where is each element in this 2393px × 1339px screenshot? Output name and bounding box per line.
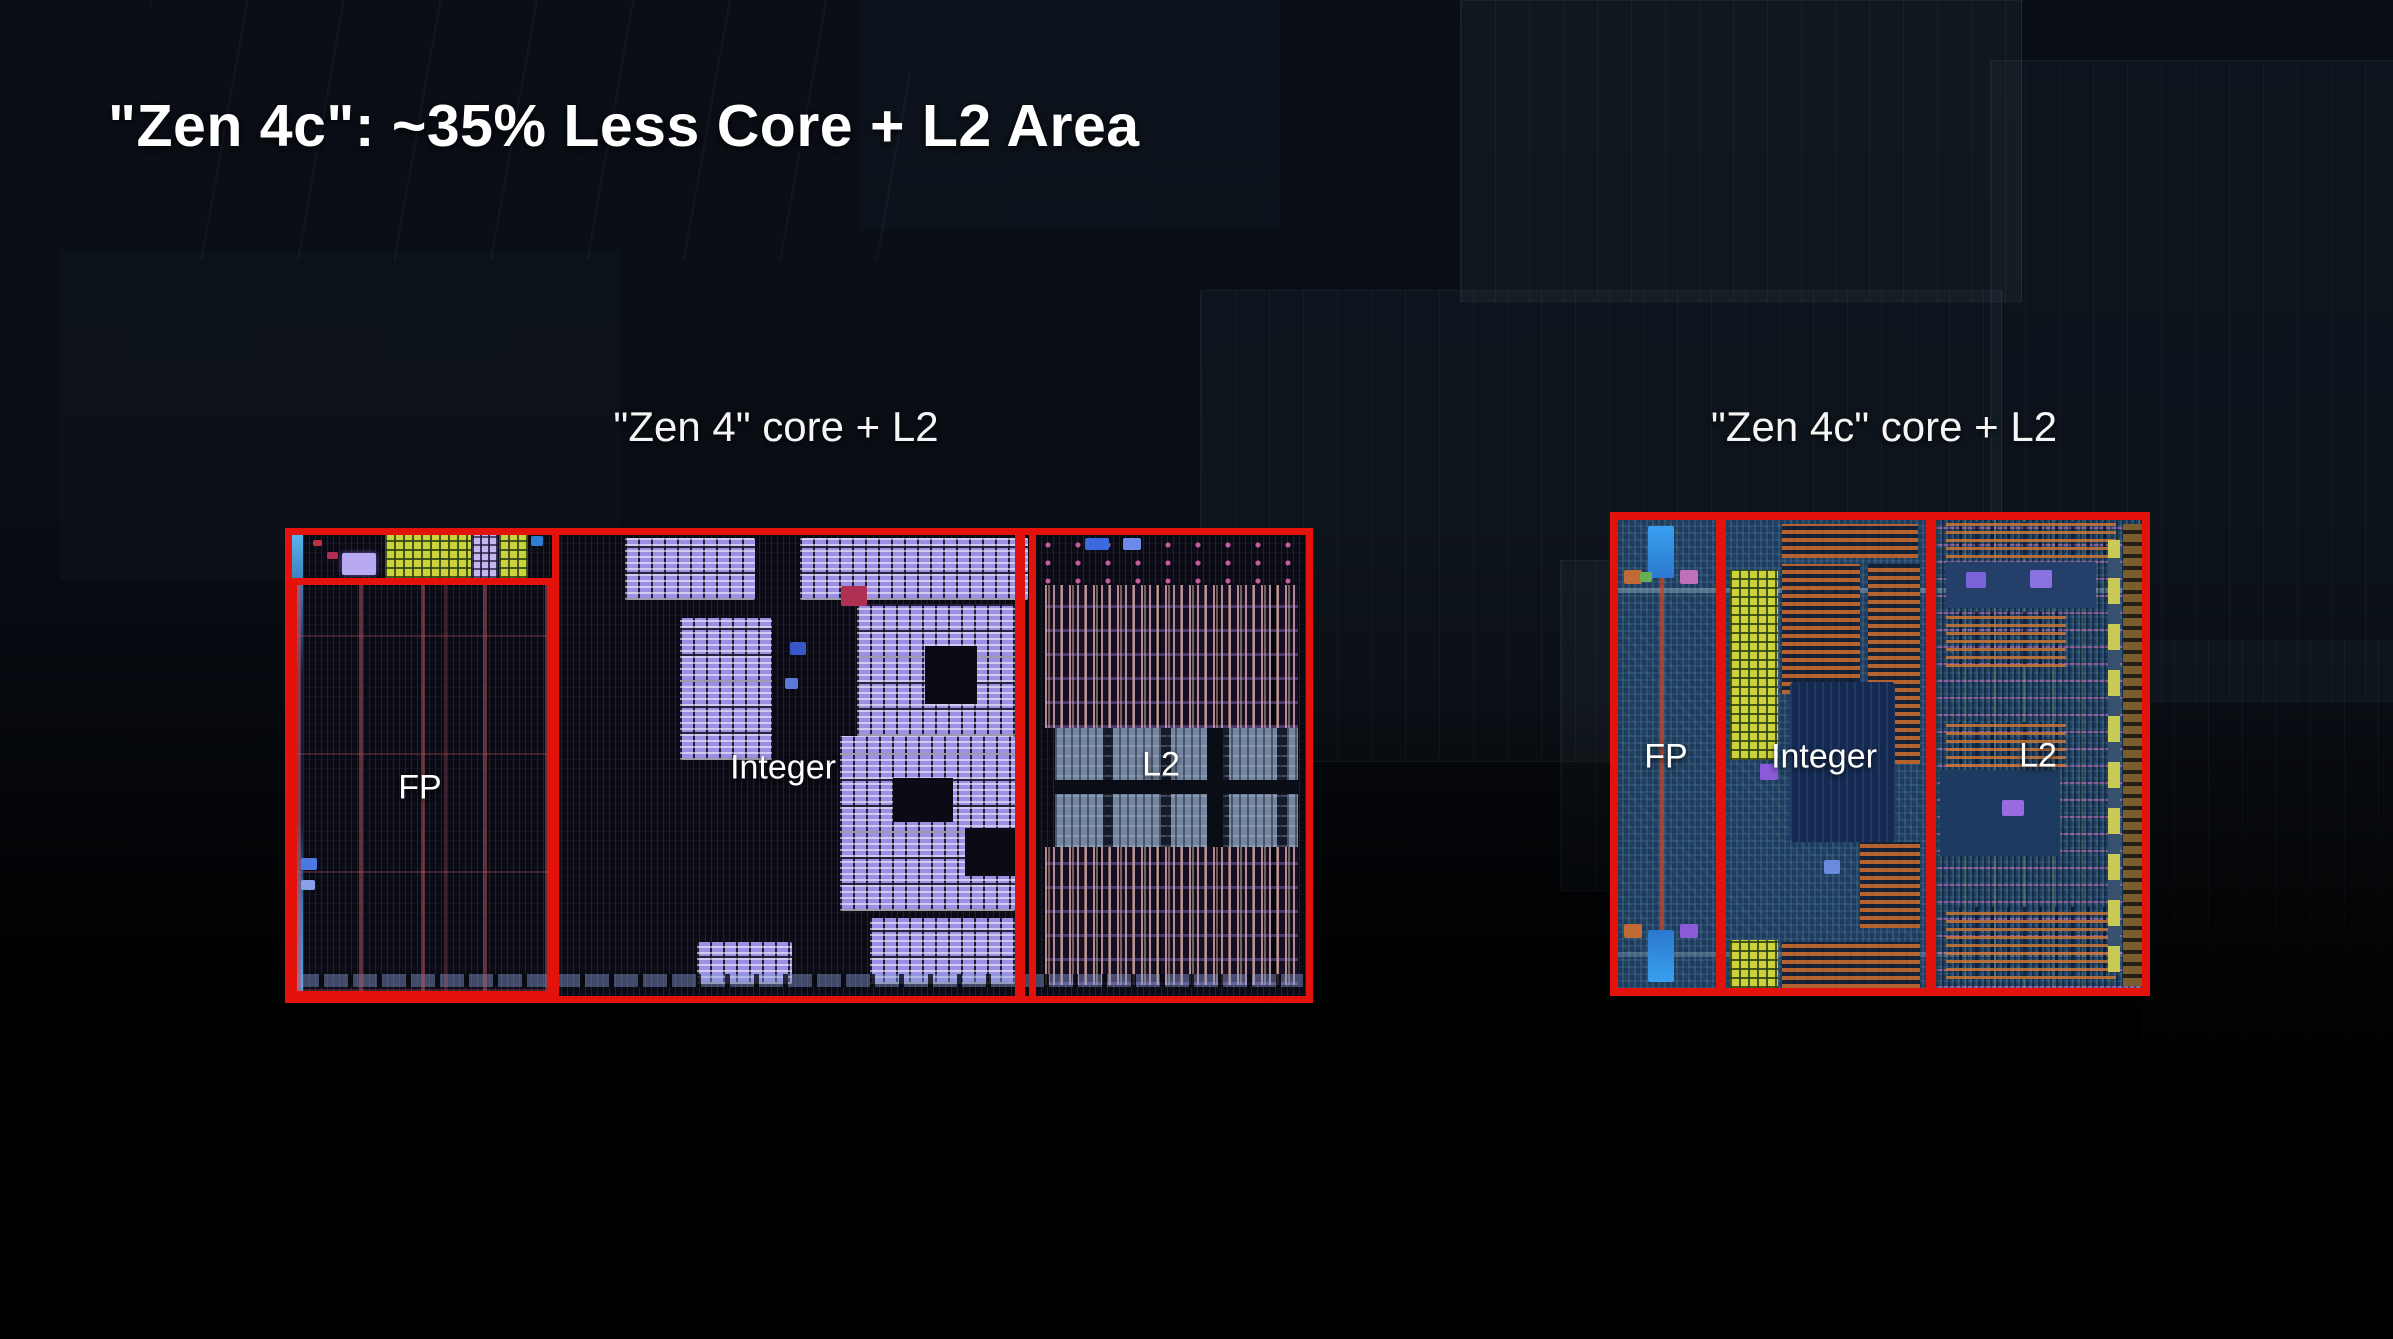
left-die-caption: "Zen 4" core + L2 <box>613 403 939 450</box>
zen4c-l2-orange-band <box>1946 722 2066 767</box>
zen4c-integer-label: Integer <box>1771 737 1877 776</box>
zen4-sram-cluster <box>625 538 755 600</box>
zen4-l2-array-lower <box>1045 847 1298 985</box>
zen4-integer-label: Integer <box>730 748 836 787</box>
zen4c-l2-divider <box>1926 512 1936 996</box>
zen4-sram-cutout <box>893 778 953 822</box>
zen4c-fp-chip <box>1624 924 1642 938</box>
zen4-fp-blue-chip <box>301 858 317 870</box>
zen4c-integer-navy-block <box>1790 682 1895 842</box>
zen4-top-lavender-block <box>342 553 376 575</box>
zen4-integer-blue-chip <box>785 678 798 689</box>
bg-panel <box>1460 0 2022 302</box>
zen4c-l2-brown-column <box>2123 524 2142 986</box>
zen4c-fp-center-line <box>1660 572 1664 936</box>
zen4-top-yellow-array <box>499 534 528 578</box>
zen4-l2-blue-chip <box>1123 538 1141 550</box>
zen4c-orange-array <box>1782 524 1918 558</box>
zen4c-l2-orange-band <box>1946 522 2116 558</box>
zen4-l2-blue-chip <box>1085 538 1109 550</box>
zen4-sram-cluster <box>840 736 1015 911</box>
zen4-top-lavender-array <box>472 534 498 578</box>
zen4c-yellow-strip <box>1730 940 1778 988</box>
zen4-die-image: FP Integer L2 <box>285 528 1313 1003</box>
zen4-sram-cutout <box>965 828 1015 876</box>
zen4c-l2-dark-band <box>1940 770 2060 856</box>
right-die-caption: "Zen 4c" core + L2 <box>1710 403 2058 450</box>
zen4-top-yellow-array <box>385 534 471 578</box>
zen4-l2-divider <box>1015 528 1025 1003</box>
zen4c-fp-label: FP <box>1644 737 1688 776</box>
zen4c-fp-blue-block-bottom <box>1648 930 1674 982</box>
zen4c-integer-chip <box>1760 764 1778 780</box>
zen4-l2-top-dots <box>1033 536 1301 584</box>
zen4c-yellow-strip <box>1730 570 1778 760</box>
zen4-sram-cluster <box>680 618 772 760</box>
zen4-fp-blue-chip <box>301 880 315 890</box>
zen4-top-blue-chip <box>531 536 543 546</box>
zen4-top-red-chip <box>327 552 338 559</box>
zen4c-die-image: FP Integer L2 <box>1610 512 2150 996</box>
zen4-integer-blue-chip <box>790 642 806 655</box>
zen4c-orange-array <box>1782 564 1860 694</box>
zen4-blue-edge <box>290 534 303 997</box>
zen4c-fp-chip <box>1640 572 1652 582</box>
zen4-l2-array-upper <box>1045 585 1298 728</box>
zen4c-fp-chip <box>1680 924 1698 938</box>
zen4-sram-cluster <box>800 538 1028 600</box>
zen4c-l2-chip <box>2030 570 2052 588</box>
zen4c-l2-chip <box>2002 800 2024 816</box>
zen4-top-red-chip <box>313 540 322 546</box>
zen4c-orange-array <box>1782 942 1920 988</box>
zen4c-fp-chip <box>1680 570 1698 584</box>
bg-panel <box>2140 640 2393 1060</box>
zen4-l2-cross-vertical <box>1207 728 1223 847</box>
zen4c-l2-orange-band <box>1946 907 2116 979</box>
zen4c-l2-label: L2 <box>2019 736 2057 775</box>
zen4c-orange-array <box>1860 842 1920 928</box>
zen4c-l2-yellow-column <box>2108 540 2120 972</box>
zen4c-fp-divider <box>1716 512 1726 996</box>
zen4c-l2-orange-band <box>1946 612 2066 667</box>
zen4-bottom-strip <box>295 974 1303 987</box>
zen4-sram-cutout <box>925 646 977 704</box>
slide-title: "Zen 4c": ~35% Less Core + L2 Area <box>108 93 1140 159</box>
zen4-l2-label: L2 <box>1142 745 1180 784</box>
zen4c-l2-chip <box>1966 572 1986 588</box>
zen4c-fp-blue-block-top <box>1648 526 1674 578</box>
zen4-fp-label: FP <box>398 768 442 807</box>
zen4-sram-cluster <box>870 918 1015 984</box>
zen4-integer-red-chip <box>841 586 867 606</box>
zen4c-integer-chip <box>1824 860 1840 874</box>
zen4c-fp-chip <box>1624 570 1642 584</box>
